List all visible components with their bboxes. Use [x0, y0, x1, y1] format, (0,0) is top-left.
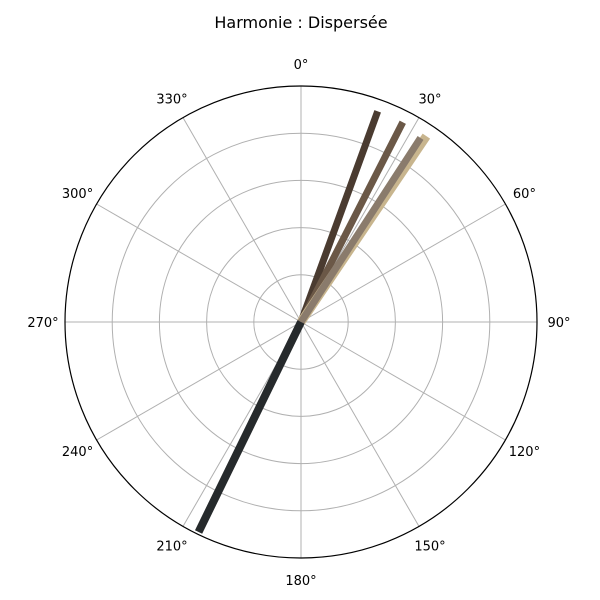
data-ray-4: [298, 136, 424, 324]
angle-label-120: 120°: [509, 445, 540, 460]
chart-title: Harmonie : Dispersée: [214, 13, 387, 32]
polar-frame: [64, 85, 538, 559]
angle-label-60: 60°: [513, 187, 536, 202]
grid-spoke-60: [300, 203, 506, 323]
grid-spoke-150: [300, 321, 420, 527]
angle-label-150: 150°: [414, 539, 445, 554]
outer-frame-circle: [64, 85, 538, 559]
grid-spoke-240: [96, 321, 302, 441]
angle-label-30: 30°: [418, 93, 441, 108]
angle-label-90: 90°: [547, 316, 570, 331]
grid-spoke-330: [182, 117, 302, 323]
data-ray-5: [194, 320, 305, 534]
data-ray-2: [297, 120, 406, 324]
data-rays: [194, 110, 431, 534]
data-ray-1: [297, 110, 381, 324]
angle-label-0: 0°: [294, 58, 309, 73]
angle-tick-labels: 0° 30° 60° 90° 120° 150° 180° 210° 240° 270° 300° 3…: [27, 58, 570, 589]
angle-label-270: 270°: [27, 316, 58, 331]
grid-spoke-300: [96, 203, 302, 323]
angle-label-330: 330°: [156, 93, 187, 108]
angle-label-300: 300°: [62, 187, 93, 202]
angle-label-210: 210°: [156, 539, 187, 554]
angle-label-180: 180°: [285, 574, 316, 589]
angle-label-240: 240°: [62, 445, 93, 460]
grid-spoke-120: [300, 321, 506, 441]
